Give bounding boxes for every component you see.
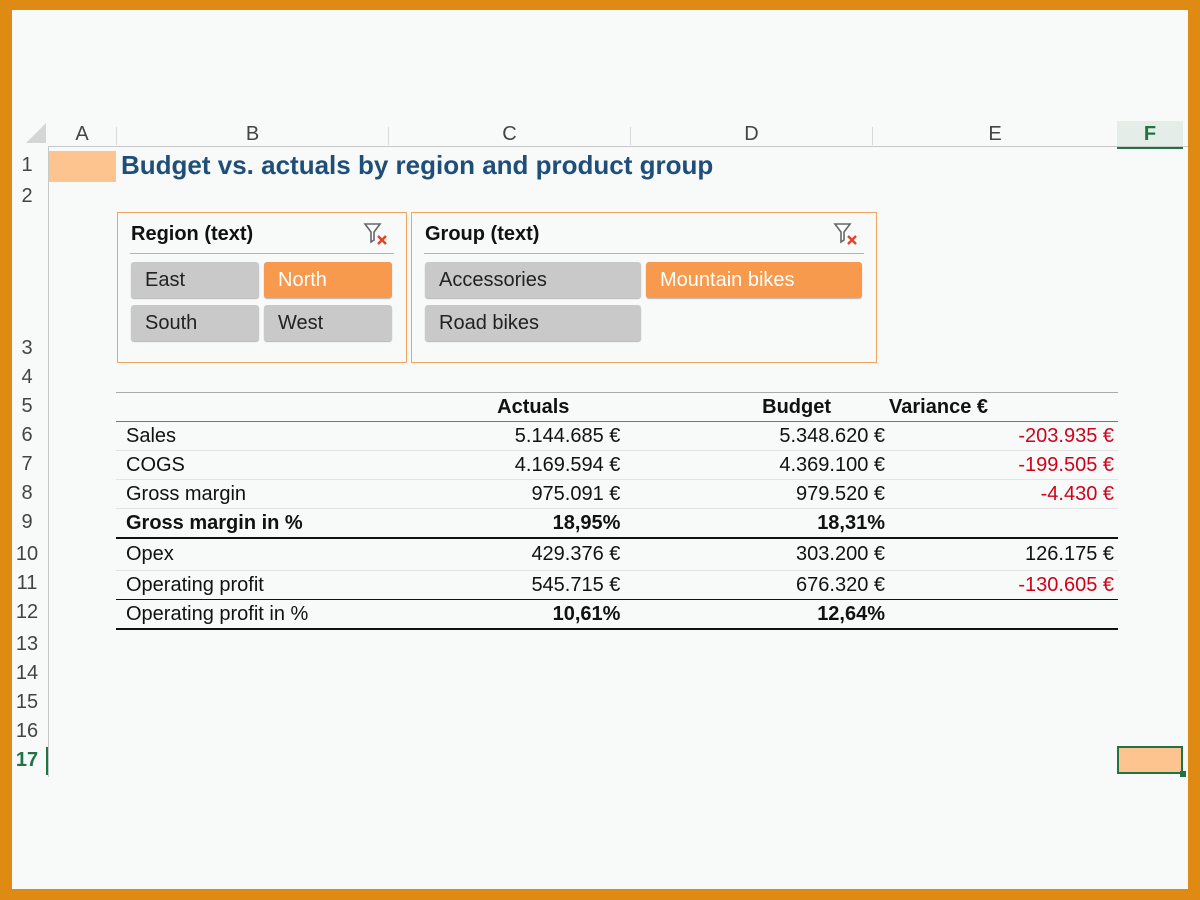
row-header-4[interactable]: 4 (21, 366, 33, 388)
row-header-10[interactable]: 10 (15, 543, 39, 565)
table-row: Gross margin in % 18,95% 18,31% (116, 508, 1118, 539)
row-header-14[interactable]: 14 (15, 662, 39, 684)
row-header-2[interactable]: 2 (21, 185, 33, 207)
header-divider (48, 146, 1188, 147)
column-separator[interactable] (388, 127, 389, 145)
row-header-16[interactable]: 16 (15, 720, 39, 742)
fill-handle[interactable] (1180, 771, 1186, 777)
row-selection-indicator (46, 747, 48, 775)
actuals-cell[interactable]: 4.169.594 € (362, 450, 625, 480)
table-row: Operating profit in % 10,61% 12,64% (116, 599, 1118, 630)
actuals-cell[interactable]: 18,95% (362, 508, 625, 539)
row-header-12[interactable]: 12 (15, 601, 39, 623)
row-header-divider (48, 147, 49, 777)
column-separator[interactable] (872, 127, 873, 145)
row-label[interactable]: Gross margin in % (116, 508, 363, 539)
column-separator[interactable] (116, 127, 117, 145)
table-row: Sales 5.144.685 € 5.348.620 € -203.935 € (116, 421, 1118, 451)
row-header-6[interactable]: 6 (21, 424, 33, 446)
header-cell-variance[interactable]: Variance € (889, 392, 1118, 422)
row-header-3[interactable]: 3 (21, 337, 33, 359)
row-header-7[interactable]: 7 (21, 453, 33, 475)
column-header-a[interactable]: A (75, 123, 89, 145)
region-slicer-header: Region (text) (131, 223, 254, 245)
table-row: COGS 4.169.594 € 4.369.100 € -199.505 € (116, 450, 1118, 480)
actuals-cell[interactable]: 975.091 € (362, 479, 625, 509)
cell-a1[interactable] (49, 151, 116, 182)
sheet-title[interactable]: Budget vs. actuals by region and product… (121, 150, 714, 180)
active-cell-f17[interactable] (1117, 746, 1183, 774)
clear-filter-icon[interactable] (833, 221, 859, 247)
row-label[interactable]: Opex (116, 538, 363, 571)
row-header-11[interactable]: 11 (16, 572, 38, 594)
column-header-c[interactable]: C (502, 123, 517, 145)
actuals-cell[interactable]: 10,61% (362, 599, 625, 630)
column-header-e[interactable]: E (988, 123, 1002, 145)
slicer-item-north[interactable]: North (264, 262, 392, 298)
variance-cell[interactable]: -4.430 € (889, 479, 1118, 509)
column-separator[interactable] (630, 127, 631, 145)
variance-cell[interactable]: -130.605 € (889, 570, 1118, 600)
row-label[interactable]: COGS (116, 450, 363, 480)
slicer-item-west[interactable]: West (264, 305, 392, 341)
row-label[interactable]: Operating profit in % (116, 599, 363, 630)
row-label[interactable]: Sales (116, 421, 363, 451)
column-header-f[interactable]: F (1117, 121, 1183, 149)
slicer-divider (130, 253, 394, 254)
budget-cell[interactable]: 979.520 € (624, 479, 890, 509)
variance-cell[interactable] (889, 508, 1118, 539)
budget-cell[interactable]: 18,31% (624, 508, 890, 539)
table-row: Gross margin 975.091 € 979.520 € -4.430 … (116, 479, 1118, 509)
budget-cell[interactable]: 676.320 € (624, 570, 890, 600)
row-header-1[interactable]: 1 (21, 154, 33, 176)
column-header-d[interactable]: D (744, 123, 759, 145)
table-header-row: Actuals Budget Variance € (116, 392, 1118, 422)
slicer-item-accessories[interactable]: Accessories (425, 262, 641, 298)
row-label[interactable]: Gross margin (116, 479, 363, 509)
row-header-15[interactable]: 15 (15, 691, 39, 713)
header-cell-budget[interactable]: Budget (624, 392, 890, 422)
table-row: Opex 429.376 € 303.200 € 126.175 € (116, 538, 1118, 571)
group-slicer[interactable]: Group (text) Accessories Mountain bikes … (411, 212, 877, 363)
budget-cell[interactable]: 303.200 € (624, 538, 890, 571)
variance-cell[interactable]: -199.505 € (889, 450, 1118, 480)
actuals-cell[interactable]: 545.715 € (362, 570, 625, 600)
row-header-5[interactable]: 5 (21, 395, 33, 417)
region-slicer[interactable]: Region (text) East North South West (117, 212, 407, 363)
row-header-13[interactable]: 13 (15, 633, 39, 655)
slicer-divider (424, 253, 864, 254)
row-header-17[interactable]: 17 (15, 749, 39, 771)
budget-cell[interactable]: 4.369.100 € (624, 450, 890, 480)
group-slicer-header: Group (text) (425, 223, 540, 245)
column-header-b[interactable]: B (245, 123, 260, 145)
row-label[interactable]: Operating profit (116, 570, 363, 600)
slicer-item-south[interactable]: South (131, 305, 259, 341)
row-header-8[interactable]: 8 (21, 482, 33, 504)
slicer-item-road-bikes[interactable]: Road bikes (425, 305, 641, 341)
slicer-item-mountain-bikes[interactable]: Mountain bikes (646, 262, 862, 298)
select-all-corner[interactable] (26, 123, 46, 143)
budget-actuals-table: Actuals Budget Variance € Sales 5.144.68… (116, 392, 1118, 630)
spreadsheet-sheet[interactable]: A B C D E F 1 2 3 4 5 6 7 8 9 10 11 12 1… (12, 10, 1188, 889)
budget-cell[interactable]: 5.348.620 € (624, 421, 890, 451)
table-row: Operating profit 545.715 € 676.320 € -13… (116, 570, 1118, 600)
variance-cell[interactable]: 126.175 € (889, 538, 1118, 571)
header-cell-label[interactable] (116, 392, 363, 422)
actuals-cell[interactable]: 5.144.685 € (362, 421, 625, 451)
clear-filter-icon[interactable] (363, 221, 389, 247)
slicer-item-east[interactable]: East (131, 262, 259, 298)
variance-cell[interactable] (889, 599, 1118, 630)
header-cell-actuals[interactable]: Actuals (362, 392, 625, 422)
variance-cell[interactable]: -203.935 € (889, 421, 1118, 451)
budget-cell[interactable]: 12,64% (624, 599, 890, 630)
actuals-cell[interactable]: 429.376 € (362, 538, 625, 571)
row-header-9[interactable]: 9 (21, 511, 33, 533)
